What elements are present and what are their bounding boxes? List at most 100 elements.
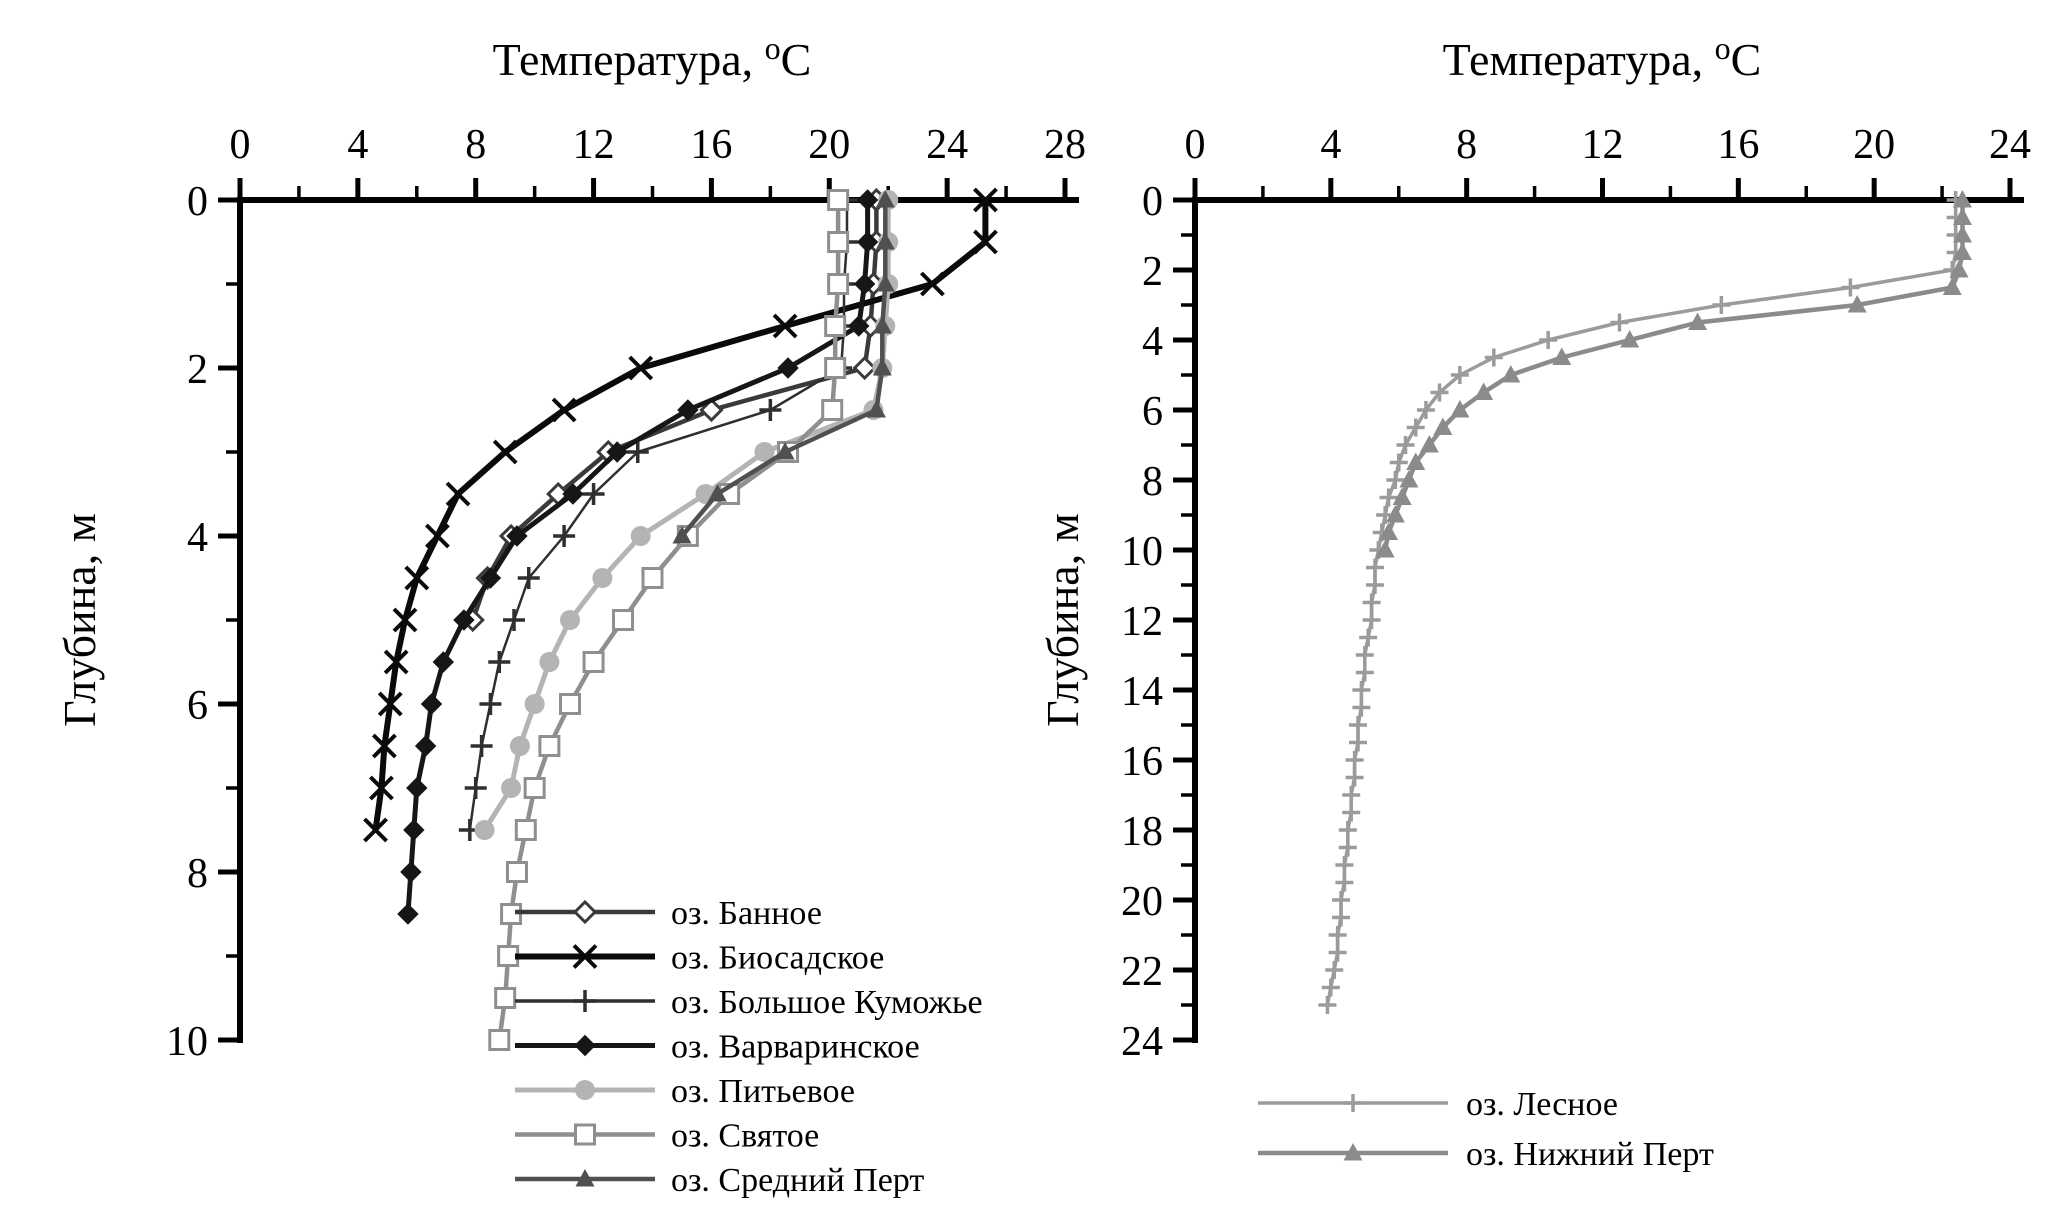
- filled-diamond-marker: [856, 189, 879, 211]
- filled-triangle-marker: [875, 190, 895, 208]
- filled-diamond-marker: [406, 777, 428, 799]
- filled-triangle-marker: [1450, 400, 1470, 418]
- x-tick-label: 0: [230, 122, 251, 168]
- y-tick-label: 2: [1142, 249, 1163, 295]
- series-varvarinskoe: [397, 189, 879, 925]
- filled-triangle-marker: [1433, 417, 1453, 435]
- x-marker: [371, 733, 397, 759]
- series-biosadskoe: [363, 187, 998, 843]
- plus-marker: [1344, 1094, 1362, 1112]
- open-square-marker: [514, 819, 537, 841]
- plus-marker: [759, 399, 782, 421]
- x-tick-label: 4: [347, 122, 368, 168]
- filled-triangle-marker: [1399, 470, 1419, 488]
- y-tick-label: 10: [1121, 529, 1163, 575]
- legend-item-varvarinskoe: оз. Варваринское: [515, 1029, 920, 1066]
- y-tick-label: 22: [1121, 949, 1163, 995]
- x-tick-label: 12: [573, 122, 615, 168]
- filled-triangle-marker: [1952, 225, 1972, 243]
- legend-label: оз. Лесное: [1466, 1086, 1618, 1123]
- series-line-biosadskoe: [372, 197, 989, 833]
- filled-diamond-marker: [432, 651, 455, 673]
- open-square-marker: [641, 567, 664, 589]
- filled-circle-marker: [592, 568, 613, 588]
- filled-triangle-marker: [1942, 277, 1962, 295]
- legend-item-bolshoe-kumozhe: оз. Большое Куможье: [515, 984, 983, 1021]
- y-tick-label: 12: [1121, 599, 1163, 645]
- filled-circle-marker: [509, 736, 530, 756]
- x-tick-label: 16: [1717, 122, 1759, 168]
- x-tick-label: 28: [1044, 122, 1086, 168]
- plus-marker: [1342, 786, 1361, 804]
- series-sredniy-pert: [672, 190, 895, 544]
- plus-marker: [1352, 681, 1371, 699]
- filled-diamond-marker: [453, 609, 475, 631]
- x-tick-label: 24: [926, 122, 968, 168]
- open-square-marker: [494, 987, 517, 1009]
- plus-marker: [553, 525, 576, 547]
- open-square-marker: [582, 651, 605, 673]
- x-marker: [551, 397, 577, 423]
- open-square-marker: [612, 609, 635, 631]
- series-line-lesnoe: [1325, 198, 1958, 1007]
- open-square-marker: [523, 777, 546, 799]
- x-axis-title: Температура, оС: [1443, 30, 1762, 85]
- filled-diamond-marker: [562, 483, 584, 505]
- plus-marker: [1328, 943, 1347, 962]
- filled-triangle-marker: [1343, 1143, 1363, 1161]
- filled-triangle-marker: [1952, 190, 1972, 208]
- plus-marker: [1318, 996, 1337, 1014]
- filled-diamond-marker: [574, 1034, 596, 1057]
- filled-diamond-marker: [420, 693, 443, 715]
- series-lesnoe: [1318, 191, 1965, 1014]
- plus-marker: [1352, 698, 1371, 717]
- filled-triangle-marker: [872, 316, 892, 334]
- y-tick-label: 6: [1142, 389, 1163, 435]
- filled-triangle-marker: [1949, 260, 1969, 278]
- series-line-nizhniy-pert: [1382, 197, 1965, 553]
- plus-marker: [1610, 313, 1629, 332]
- legend-label: оз. Средний Перт: [671, 1162, 924, 1199]
- filled-circle-marker: [501, 778, 522, 798]
- plus-marker: [479, 693, 502, 715]
- plus-marker: [1396, 436, 1415, 454]
- plus-marker: [1539, 331, 1558, 349]
- filled-triangle-marker: [1406, 452, 1426, 470]
- x-marker: [383, 649, 409, 675]
- open-square-marker: [488, 1029, 511, 1051]
- plus-marker: [1450, 366, 1469, 384]
- x-tick-label: 0: [1185, 122, 1206, 168]
- chart-right: 0 4 8 12 16 20 24024681012141618202224Температ…: [1037, 30, 2031, 1173]
- open-square-marker: [821, 399, 844, 421]
- plus-marker: [1484, 348, 1503, 367]
- plus-marker: [1332, 891, 1351, 909]
- plus-marker: [1712, 296, 1731, 314]
- plus-marker: [1416, 401, 1435, 419]
- x-axis-title: Температура, оС: [493, 30, 812, 85]
- x-marker: [424, 523, 450, 549]
- plus-marker: [1430, 383, 1449, 402]
- series-nizhniy-pert: [1375, 190, 1972, 558]
- plus-marker: [1406, 418, 1425, 437]
- filled-triangle-marker: [866, 400, 886, 418]
- open-square-marker: [497, 945, 520, 967]
- legend-item-pitevoe: оз. Питьевое: [515, 1073, 855, 1110]
- filled-triangle-marker: [1847, 295, 1867, 313]
- legend-item-bannoe: оз. Банное: [515, 895, 822, 932]
- filled-circle-marker: [539, 652, 560, 672]
- filled-diamond-marker: [397, 903, 419, 925]
- plus-marker: [488, 651, 511, 673]
- filled-circle-marker: [630, 526, 651, 546]
- series-line-varvarinskoe: [405, 197, 871, 917]
- x-tick-label: 4: [1320, 122, 1341, 168]
- filled-triangle-marker: [875, 274, 895, 292]
- plus-marker: [626, 441, 649, 463]
- open-square-marker: [559, 693, 581, 715]
- legend-item-nizhniy-pert: оз. Нижний Перт: [1258, 1136, 1714, 1173]
- open-square-marker: [827, 231, 850, 253]
- x-marker: [572, 944, 598, 969]
- plus-marker: [1362, 611, 1381, 629]
- legend-item-svyatoe: оз. Святое: [515, 1118, 819, 1155]
- plus-marker: [1342, 803, 1361, 822]
- plus-marker: [1328, 926, 1347, 944]
